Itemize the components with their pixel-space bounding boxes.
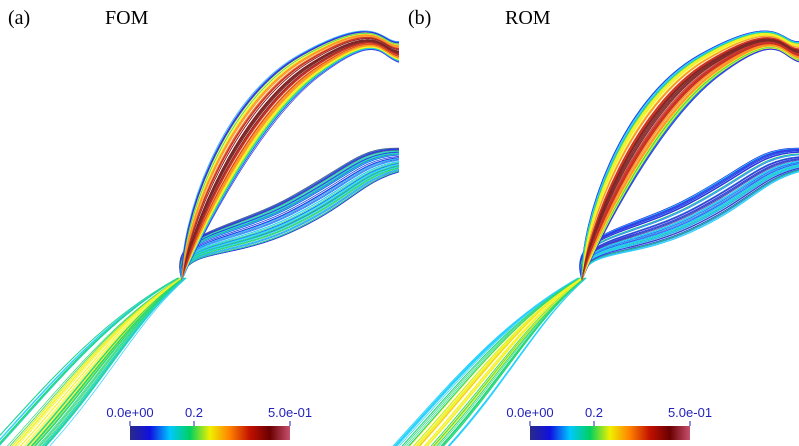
panel-label: (a): [8, 7, 30, 29]
panel-label: (b): [408, 7, 431, 29]
colorbar-tick-label: 0.2: [585, 405, 603, 420]
colorbar-tick-label: 0.0e+00: [506, 405, 553, 420]
colorbar: [130, 426, 290, 440]
panel-title: FOM: [105, 7, 149, 29]
colorbar-tick-label: 0.0e+00: [106, 405, 153, 420]
panel: (b) ROM 0.0e+00 0.2 5.0e-01: [392, 7, 799, 446]
panel: (a) FOM 0.0e+00 0.2 5.0e-01: [0, 7, 400, 446]
colorbar-tick-label: 0.2: [185, 405, 203, 420]
streamlines: [0, 30, 400, 446]
colorbar-tick-label: 5.0e-01: [668, 405, 712, 420]
colorbar-tick-label: 5.0e-01: [268, 405, 312, 420]
panel-title: ROM: [505, 7, 551, 29]
colorbar: [530, 426, 690, 440]
streamlines: [392, 30, 799, 446]
